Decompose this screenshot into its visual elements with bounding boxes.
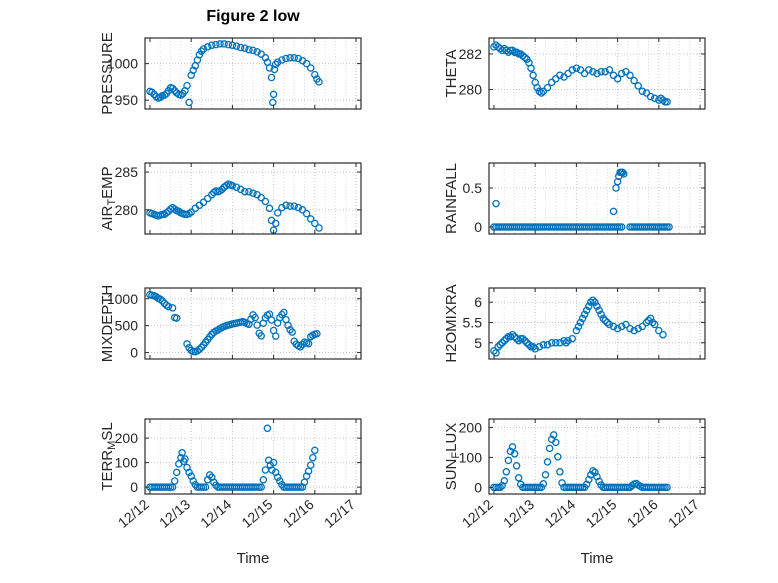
y-tick-labels: 280 285: [115, 164, 139, 218]
data-points: [146, 424, 319, 491]
x-axis-label-right: Time: [580, 550, 614, 567]
data-points: [490, 431, 671, 492]
svg-text:12/15: 12/15: [582, 496, 619, 531]
data-points: [146, 290, 321, 356]
axis-box: [144, 418, 362, 495]
y-axis-label: THETA: [443, 49, 460, 97]
svg-text:12/13: 12/13: [156, 496, 193, 531]
y-tick-labels: 55.56: [463, 294, 483, 351]
y-tick-labels: 950 1000: [107, 56, 138, 109]
axis-box: [144, 162, 362, 235]
svg-text:12/17: 12/17: [665, 496, 702, 531]
subplot-rainfall: 0 0.5 RAINFALL: [384, 155, 714, 250]
axis-box: [144, 287, 362, 360]
svg-text:12/16: 12/16: [280, 496, 317, 531]
svg-text:6: 6: [474, 294, 482, 310]
y-axis-label: H2OMIXRA: [443, 284, 460, 362]
y-axis-label: SUNFLUX: [443, 423, 462, 491]
y-axis-label: RAINFALL: [443, 163, 460, 234]
svg-text:282: 282: [459, 46, 483, 62]
svg-text:12/14: 12/14: [197, 496, 234, 531]
svg-text:12/12: 12/12: [459, 496, 496, 531]
svg-text:0: 0: [130, 345, 138, 361]
svg-text:280: 280: [459, 81, 483, 97]
svg-text:500: 500: [115, 318, 139, 334]
svg-text:12/14: 12/14: [541, 496, 578, 531]
svg-text:5: 5: [474, 335, 482, 351]
chart-canvas-sun_flux: 0 100 200 12/12 12/13 12/14 12/15 12/16 12/17 SUN…: [443, 418, 706, 531]
subplot-airtemp: 280 285 AIRTEMP: [40, 155, 370, 250]
svg-text:5.5: 5.5: [463, 314, 483, 330]
grid-lines: [489, 419, 705, 494]
svg-text:280: 280: [115, 202, 139, 218]
svg-text:285: 285: [115, 164, 139, 180]
chart-canvas-terr_msl: 0 100 200 12/12 12/13 12/14 12/15 12/16 12/17 TER…: [99, 418, 362, 531]
data-points: [490, 41, 671, 106]
svg-text:100: 100: [459, 449, 483, 465]
svg-text:12/16: 12/16: [624, 496, 661, 531]
svg-text:100: 100: [115, 455, 139, 471]
axis-box: [488, 162, 706, 235]
svg-text:12/13: 12/13: [500, 496, 537, 531]
x-tick-labels: 12/12 12/13 12/14 12/15 12/16 12/17: [115, 496, 358, 531]
data-points: [490, 296, 667, 357]
data-points: [146, 40, 323, 107]
subplot-sun-flux: 0 100 200 12/12 12/13 12/14 12/15 12/16 12/17 SUN…: [384, 411, 714, 561]
grid-lines: [145, 163, 361, 234]
svg-text:1000: 1000: [107, 291, 138, 307]
subplot-terr-msl: 0 100 200 12/12 12/13 12/14 12/15 12/16 12/17 TER…: [40, 411, 370, 561]
svg-text:0: 0: [474, 479, 482, 495]
y-tick-labels: 00.5: [463, 180, 483, 235]
figure-title: Figure 2 low: [206, 8, 300, 25]
y-axis-label: PRESSURE: [99, 32, 116, 115]
y-axis-label: AIRTEMP: [99, 166, 118, 230]
subplot-pressure: 950 1000 PRESSURE: [40, 30, 370, 125]
svg-text:12/12: 12/12: [115, 496, 152, 531]
svg-text:0: 0: [474, 219, 482, 235]
subplot-theta: 280 282 THETA: [384, 30, 714, 125]
data-points: [146, 180, 323, 234]
grid-lines: [489, 38, 705, 109]
svg-text:0.5: 0.5: [463, 180, 483, 196]
axis-box: [144, 37, 362, 110]
grid-lines: [145, 38, 361, 109]
data-points: [490, 168, 673, 231]
axis-box: [488, 287, 706, 360]
y-axis-label: TERRMSL: [99, 422, 118, 490]
svg-text:0: 0: [130, 479, 138, 495]
y-tick-labels: 0 500 1000: [107, 291, 138, 361]
svg-text:12/15: 12/15: [238, 496, 275, 531]
axis-box: [488, 418, 706, 495]
x-axis-label-left: Time: [236, 550, 270, 567]
y-tick-labels: 0 100 200: [459, 419, 483, 495]
svg-text:950: 950: [115, 92, 139, 108]
grid-lines: [489, 288, 705, 359]
subplot-h2omixra: 5 5.5 6 H2OMIXRA: [384, 280, 714, 375]
y-tick-labels: 0 100 200: [115, 430, 139, 495]
y-axis-label: MIXDEPTH: [99, 285, 116, 363]
y-tick-labels: 280 282: [459, 46, 483, 98]
x-tick-labels: 12/12 12/13 12/14 12/15 12/16 12/17: [459, 496, 702, 531]
svg-text:12/17: 12/17: [321, 496, 358, 531]
svg-text:1000: 1000: [107, 56, 138, 72]
grid-lines: [145, 419, 361, 494]
svg-text:200: 200: [115, 430, 139, 446]
grid-lines: [145, 288, 361, 359]
grid-lines: [489, 163, 705, 234]
svg-text:200: 200: [459, 419, 483, 435]
subplot-mixdepth: 0 500 1000 MIXDEPTH: [40, 280, 370, 375]
axis-box: [488, 37, 706, 110]
